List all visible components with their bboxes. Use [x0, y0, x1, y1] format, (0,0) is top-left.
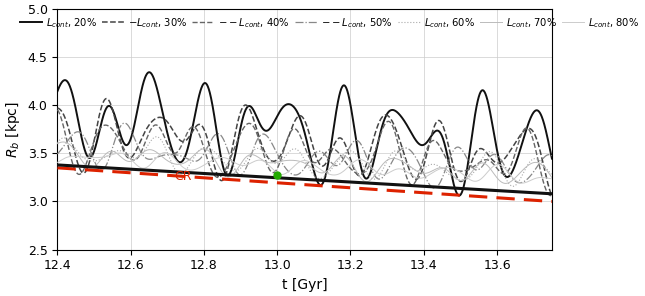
X-axis label: t [Gyr]: t [Gyr]	[282, 278, 328, 292]
Text: CR: CR	[175, 170, 192, 183]
Y-axis label: $R_b$ [kpc]: $R_b$ [kpc]	[4, 101, 22, 158]
Legend: $L_{cont}$, 20%, $-L_{cont}$, 30%, $--L_{cont}$, 40%, $--L_{cont}$, 50%, $L_{con: $L_{cont}$, 20%, $-L_{cont}$, 30%, $--L_…	[15, 12, 643, 33]
